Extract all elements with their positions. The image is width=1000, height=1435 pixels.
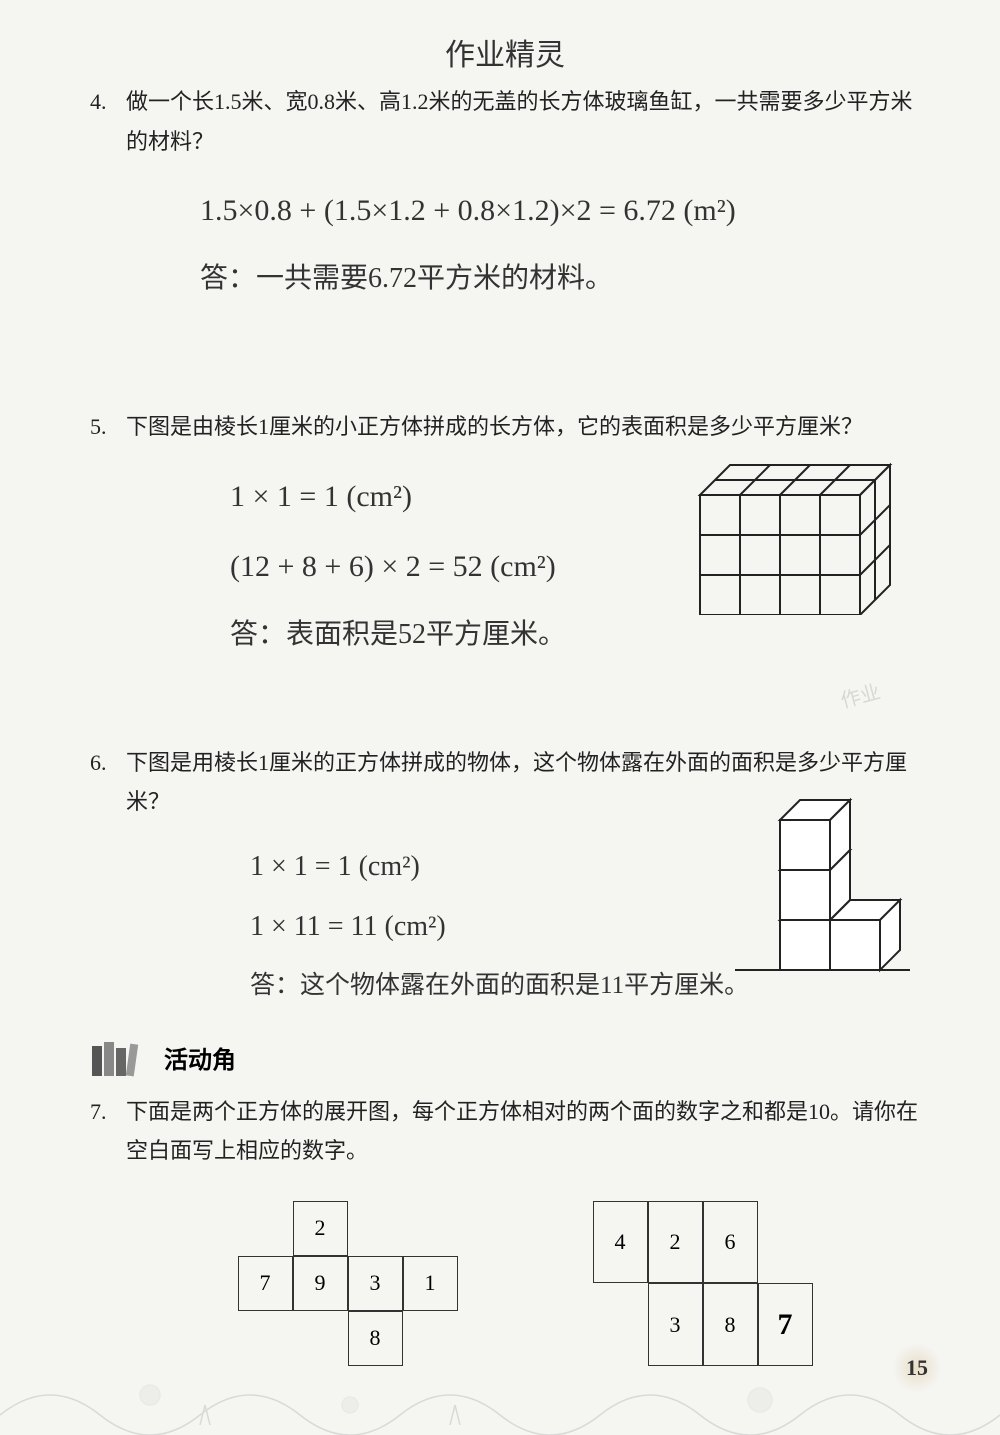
cube-net-1: 2 7 9 3 1 8	[238, 1201, 458, 1366]
net1-cell-2-2: 8	[348, 1311, 403, 1366]
problem-6-number: 6.	[90, 743, 126, 822]
net2-cell-1-1: 3	[648, 1283, 703, 1366]
problem-7: 7. 下面是两个正方体的展开图，每个正方体相对的两个面的数字之和都是10。请你在…	[90, 1092, 920, 1366]
problem-5-cuboid-diagram	[690, 445, 900, 620]
net2-cell-0-2: 6	[703, 1201, 758, 1284]
net2-cell-0-0: 4	[593, 1201, 648, 1284]
problem-7-number: 7.	[90, 1092, 126, 1171]
nets-row: 2 7 9 3 1 8	[170, 1201, 880, 1366]
cube-net-2: 4 2 6 3 8 7	[593, 1201, 813, 1366]
net1-cell-1-1: 9	[293, 1256, 348, 1311]
net2-cell-1-3: 7	[758, 1283, 813, 1366]
net2-cell-1-2: 8	[703, 1283, 758, 1366]
worksheet-page: 作业精灵 4. 做一个长1.5米、宽0.8米、高1.2米的无盖的长方体玻璃鱼缸，…	[0, 0, 1000, 1435]
footer-decoration	[0, 1355, 1000, 1435]
problem-4-work: 1.5×0.8 + (1.5×1.2 + 0.8×1.2)×2 = 6.72 (…	[200, 181, 920, 307]
problem-5-number: 5.	[90, 407, 126, 447]
books-icon	[90, 1038, 150, 1078]
problem-4: 4. 做一个长1.5米、宽0.8米、高1.2米的无盖的长方体玻璃鱼缸，一共需要多…	[90, 82, 920, 307]
problem-4-number: 4.	[90, 82, 126, 161]
problem-4-text: 做一个长1.5米、宽0.8米、高1.2米的无盖的长方体玻璃鱼缸，一共需要多少平方…	[126, 82, 920, 161]
problem-7-stem: 7. 下面是两个正方体的展开图，每个正方体相对的两个面的数字之和都是10。请你在…	[90, 1092, 920, 1171]
net1-cell-1-2: 3	[348, 1256, 403, 1311]
problem-6-shape-diagram	[735, 770, 915, 985]
page-number: 15	[892, 1343, 942, 1393]
problem-4-work-line-1: 1.5×0.8 + (1.5×1.2 + 0.8×1.2)×2 = 6.72 (…	[200, 181, 920, 241]
net1-cell-1-3: 1	[403, 1256, 458, 1311]
problem-4-stem: 4. 做一个长1.5米、宽0.8米、高1.2米的无盖的长方体玻璃鱼缸，一共需要多…	[90, 82, 920, 161]
page-title: 作业精灵	[90, 30, 920, 74]
section-title: 活动角	[164, 1040, 236, 1075]
net2-cell-0-1: 2	[648, 1201, 703, 1284]
net1-cell-0-1: 2	[293, 1201, 348, 1256]
problem-5-text: 下图是由棱长1厘米的小正方体拼成的长方体，它的表面积是多少平方厘米？	[126, 407, 920, 447]
section-header: 活动角	[90, 1038, 920, 1078]
problem-5-stem: 5. 下图是由棱长1厘米的小正方体拼成的长方体，它的表面积是多少平方厘米？	[90, 407, 920, 447]
problem-4-answer: 答：一共需要6.72平方米的材料。	[200, 251, 920, 307]
problem-7-text: 下面是两个正方体的展开图，每个正方体相对的两个面的数字之和都是10。请你在空白面…	[126, 1092, 920, 1171]
net1-cell-1-0: 7	[238, 1256, 293, 1311]
